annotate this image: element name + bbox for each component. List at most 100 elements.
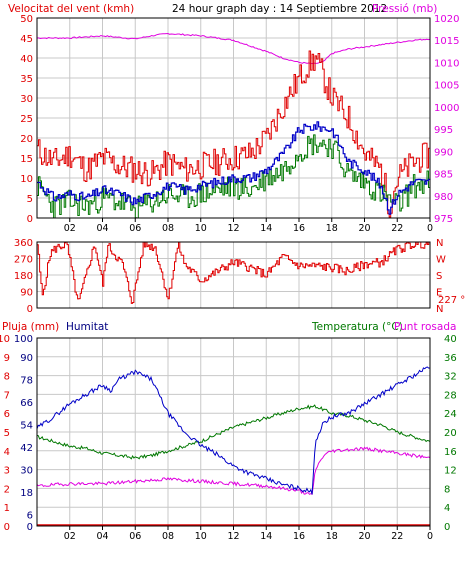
pressure-axis-title: Pressió (mb) (372, 3, 437, 15)
direction-readout: 227 ° (438, 295, 465, 306)
y-tick-label: 980 (434, 192, 453, 203)
wind-gust-line (37, 50, 431, 218)
x-tick-label: 02 (64, 531, 76, 542)
y-tick-label: 5 (27, 194, 33, 205)
thermo-panel-grid (37, 337, 430, 527)
x-tick-label: 04 (96, 531, 108, 542)
x-tick-label: 20 (358, 531, 370, 542)
y-tick-label: 4 (4, 447, 10, 458)
x-tick-label: 22 (391, 531, 403, 542)
direction-panel-series (37, 241, 430, 304)
temperature-axis-title: Temperatura (°C) (311, 321, 403, 333)
y-tick-label: 0 (444, 522, 450, 533)
x-tick-label: 0 (427, 223, 433, 234)
y-tick-label: 25 (20, 114, 33, 125)
x-tick-label: 12 (227, 223, 239, 234)
dewpoint-axis-title: Punt rosada (394, 321, 456, 333)
dewpoint-line (36, 446, 431, 496)
y-tick-label: 990 (434, 147, 453, 158)
y-tick-label: 0 (27, 522, 33, 533)
y-tick-label: 8 (444, 484, 450, 495)
y-tick-label: 3 (4, 466, 10, 477)
cardinal-label: W (436, 255, 446, 266)
y-tick-label: 8 (4, 372, 10, 383)
y-tick-label: 40 (444, 334, 457, 345)
wind-average-line (37, 121, 431, 215)
wind-speed-axis-title: Velocitat del vent (kmh) (8, 3, 134, 15)
wind-panel-axes: 02 04 06 08 10 12 14 16 18 20 22 005101520253035404… (20, 14, 459, 234)
x-tick-label: 12 (227, 531, 239, 542)
x-tick-label: 14 (260, 531, 272, 542)
wind-panel-series (36, 32, 431, 219)
x-tick-label: 14 (260, 223, 272, 234)
y-tick-label: 28 (444, 390, 457, 401)
cardinal-label: E (436, 288, 442, 299)
y-tick-label: 50 (20, 14, 33, 25)
y-tick-label: 90 (20, 288, 33, 299)
y-tick-label: 5 (4, 428, 10, 439)
y-tick-label: 40 (20, 54, 33, 65)
y-tick-label: 995 (434, 125, 453, 136)
y-tick-label: 1015 (434, 36, 459, 47)
x-tick-label: 0 (427, 531, 433, 542)
pressure-line (36, 32, 431, 65)
x-tick-label: 20 (358, 223, 370, 234)
y-tick-label: 0 (27, 214, 33, 225)
x-tick-label: 08 (162, 531, 174, 542)
y-tick-label: 360 (14, 238, 33, 249)
thermo-panel-series (36, 366, 431, 526)
y-tick-label: 78 (20, 375, 33, 386)
y-tick-label: 6 (27, 511, 33, 522)
x-tick-label: 04 (96, 223, 108, 234)
wind-speed-line (37, 134, 431, 219)
y-tick-label: 45 (20, 34, 33, 45)
y-tick-label: 2 (4, 484, 10, 495)
y-tick-label: 7 (4, 390, 10, 401)
y-tick-label: 985 (434, 170, 453, 181)
temperature-line (36, 404, 431, 460)
y-tick-label: 30 (20, 466, 33, 477)
y-tick-label: 66 (20, 398, 33, 409)
x-tick-label: 16 (293, 223, 305, 234)
y-tick-label: 1 (4, 503, 10, 514)
plot-frame (36, 241, 431, 309)
x-tick-label: 06 (129, 223, 141, 234)
y-tick-label: 35 (20, 74, 33, 85)
y-tick-label: 54 (20, 420, 33, 431)
y-tick-label: 15 (20, 154, 33, 165)
x-tick-label: 08 (162, 223, 174, 234)
y-tick-label: 12 (444, 466, 457, 477)
rain-axis-title: Pluja (mm) (2, 321, 59, 333)
y-tick-label: 6 (4, 409, 10, 420)
y-tick-label: 36 (444, 353, 457, 364)
y-tick-label: 42 (20, 443, 33, 454)
thermo-panel-axes: 02 04 06 08 10 12 14 16 18 20 22 001234567891006183… (0, 334, 457, 542)
y-tick-label: 975 (434, 214, 453, 225)
y-tick-label: 32 (444, 372, 457, 383)
y-tick-label: 1000 (434, 103, 459, 114)
y-tick-label: 100 (14, 334, 33, 345)
x-tick-label: 10 (195, 223, 207, 234)
chart-title: 24 hour graph day : 14 Septiembre 2012 (172, 3, 387, 15)
humidity-line (36, 366, 431, 495)
y-tick-label: 16 (444, 447, 457, 458)
y-tick-label: 0 (4, 522, 10, 533)
y-tick-label: 18 (20, 488, 33, 499)
cardinal-label: S (436, 271, 442, 282)
y-tick-label: 30 (20, 94, 33, 105)
y-tick-label: 10 (0, 334, 10, 345)
x-tick-label: 02 (64, 223, 76, 234)
x-tick-label: 06 (129, 531, 141, 542)
x-tick-label: 22 (391, 223, 403, 234)
y-tick-label: 9 (4, 353, 10, 364)
x-tick-label: 10 (195, 531, 207, 542)
x-tick-label: 18 (326, 223, 338, 234)
humidity-axis-title: Humitat (66, 321, 108, 333)
y-tick-label: 24 (444, 409, 457, 420)
y-tick-label: 10 (20, 174, 33, 185)
y-tick-label: 1010 (434, 58, 459, 69)
y-tick-label: 90 (20, 353, 33, 364)
